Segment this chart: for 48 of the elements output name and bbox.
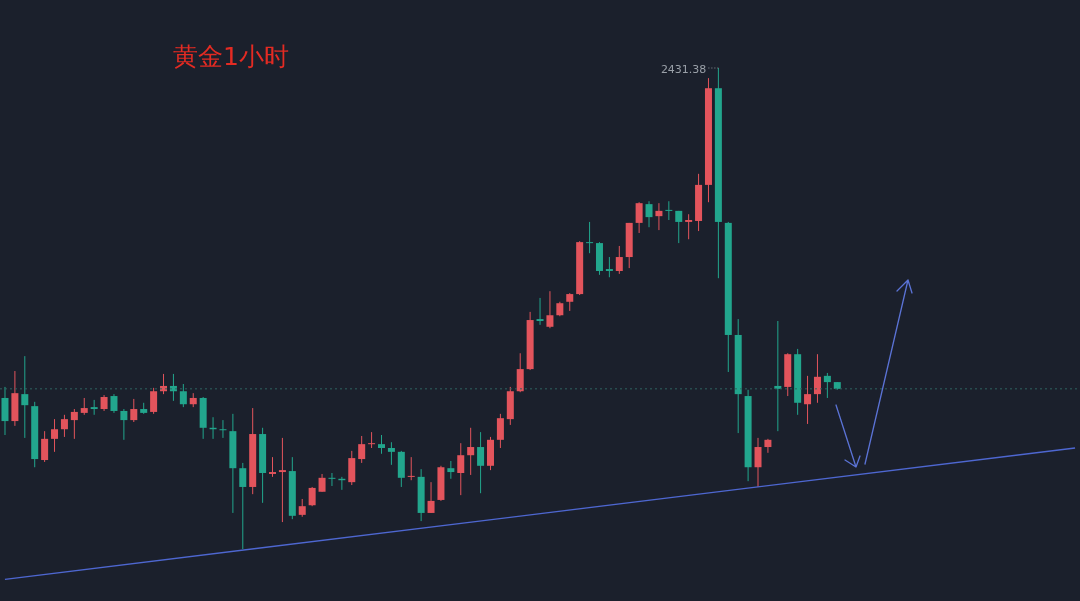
candlestick <box>60 414 68 438</box>
candlestick <box>586 221 594 254</box>
annotation: 2431.38 <box>660 63 707 77</box>
candlestick <box>407 456 415 481</box>
candlestick <box>774 320 782 432</box>
candlestick <box>120 408 128 441</box>
candlestick <box>516 352 524 393</box>
candlestick <box>269 456 277 478</box>
candlestick <box>21 355 29 439</box>
candlestick <box>496 413 504 449</box>
candlestick <box>754 437 762 488</box>
candlestick <box>477 431 485 494</box>
candlestick <box>179 383 187 408</box>
candlestick <box>130 398 138 423</box>
candlestick <box>605 256 613 278</box>
candlestick <box>308 486 316 507</box>
candlestick <box>110 393 118 414</box>
candlestick <box>328 472 336 487</box>
chart-title: 黄金1小时 <box>173 41 289 73</box>
candlestick <box>70 408 78 440</box>
candlestick <box>447 460 455 480</box>
candlestick <box>1 386 9 436</box>
candlestick <box>51 418 59 453</box>
candlestick <box>219 419 227 439</box>
candlestick <box>813 353 821 404</box>
candlestick <box>278 437 286 523</box>
candlestick <box>467 427 475 476</box>
candlestick <box>635 201 643 234</box>
candlestick <box>239 462 247 550</box>
candlestick <box>378 434 385 455</box>
candlestick <box>615 245 623 275</box>
candlestick <box>764 438 772 454</box>
candlestick <box>536 297 544 326</box>
candlestick <box>655 202 663 231</box>
candlestick <box>546 290 554 329</box>
candlestick <box>150 387 158 415</box>
candlestick <box>457 442 465 496</box>
candlestick <box>358 435 366 464</box>
candlestick <box>823 372 831 399</box>
candlestick <box>665 200 673 221</box>
candlestick <box>368 431 376 449</box>
candlestick <box>387 441 395 466</box>
candlestick <box>427 481 435 514</box>
candlestick <box>675 210 683 244</box>
candlestick <box>685 213 693 240</box>
candlestick <box>804 375 812 425</box>
candlestick <box>41 430 49 463</box>
candlestick <box>645 200 653 228</box>
